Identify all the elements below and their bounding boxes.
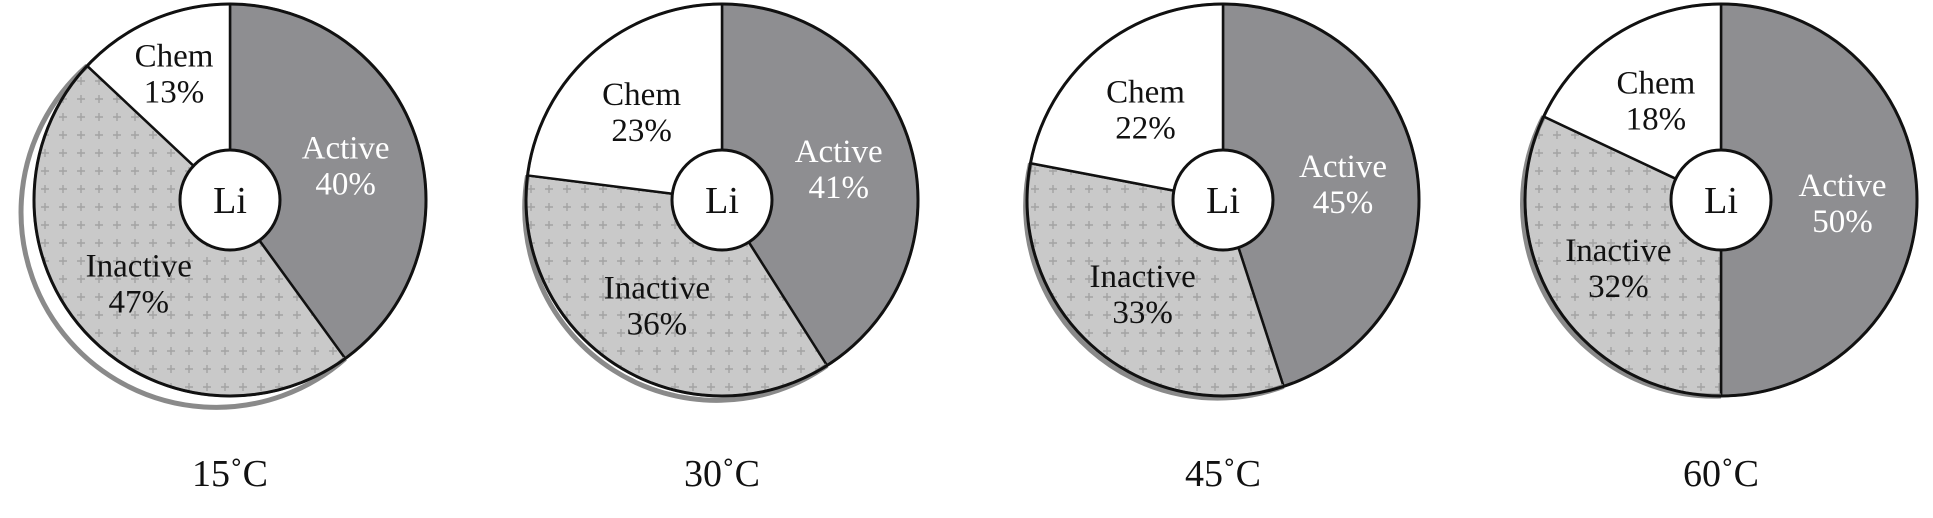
pie-outline	[32, 2, 428, 398]
center-label: Li	[1206, 180, 1240, 222]
pie-slice-rim	[1023, 162, 1285, 401]
pie-outline	[524, 2, 920, 398]
slice-label-active: Active 45%	[1299, 149, 1387, 221]
slice-label-inactive: Inactive 47%	[86, 248, 192, 320]
slice-label-active: Active 41%	[795, 134, 883, 206]
pie-outline	[1523, 2, 1919, 398]
pie-slice-rim	[1520, 115, 1722, 399]
center-disk	[670, 148, 774, 252]
center-label: Li	[213, 180, 247, 222]
pie-chart-3: Active 45% Inactive 33% Chem 22% Li 45˚C	[1023, 2, 1421, 495]
slice-label-active: Active 40%	[302, 130, 390, 202]
center-disk	[178, 148, 282, 252]
pie-slice-rim	[522, 175, 829, 403]
pie-caption: 45˚C	[1185, 453, 1261, 495]
center-label: Li	[705, 180, 739, 222]
slice-label-inactive: Inactive 32%	[1565, 233, 1671, 305]
slice-label-chem: Chem 22%	[1106, 74, 1185, 146]
center-disk	[1171, 148, 1275, 252]
slice-label-chem: Chem 13%	[135, 39, 214, 111]
slice-label-chem: Chem 18%	[1616, 65, 1695, 137]
pie-chart-4: Active 50% Inactive 32% Chem 18% Li 60˚C	[1520, 2, 1919, 495]
pie-caption: 60˚C	[1683, 453, 1759, 495]
pie-caption: 15˚C	[192, 453, 268, 495]
slice-label-chem: Chem 23%	[602, 77, 681, 149]
pie-chart-1: Active 40% Inactive 47% Chem 13% Li 15˚C	[18, 2, 428, 495]
pie-outline	[1025, 2, 1421, 398]
pie-slice-rim	[18, 63, 347, 410]
pie-chart-2: Active 41% Inactive 36% Chem 23% Li 30˚C	[522, 2, 920, 495]
center-label: Li	[1704, 180, 1738, 222]
slice-label-inactive: Inactive 33%	[1089, 259, 1195, 331]
slice-label-inactive: Inactive 36%	[604, 271, 710, 343]
pie-caption: 30˚C	[684, 453, 760, 495]
slice-label-active: Active 50%	[1799, 168, 1887, 240]
center-disk	[1669, 148, 1773, 252]
